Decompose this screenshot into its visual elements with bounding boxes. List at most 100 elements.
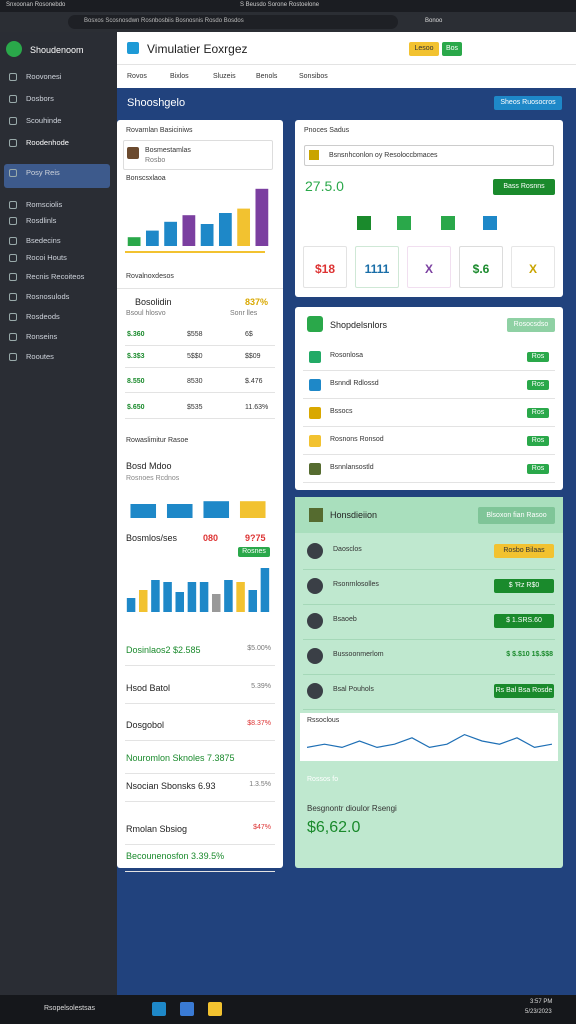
button[interactable]: Ros [527, 352, 549, 362]
nav-item[interactable]: Roovonesi [26, 72, 62, 81]
sidebar: Shoudenoom Roovonesi Dosbors Scouhinde Rood… [0, 32, 117, 995]
nav-item[interactable]: Ronseins [26, 332, 58, 341]
chart-label: Rssoclous [307, 717, 340, 724]
window-title: S Beusdo Sorone Rostoelone [240, 2, 320, 8]
list-value: $8.37% [247, 720, 271, 727]
tab[interactable]: Rovos [127, 73, 147, 80]
divider [303, 482, 555, 483]
bar-chart [127, 188, 269, 246]
bar [224, 580, 233, 612]
tile: X [407, 246, 451, 288]
button[interactable]: Rs Bal Bsa Rosde [494, 684, 554, 698]
button[interactable]: Sheos Ruosocros [494, 96, 562, 110]
row-label: Bsnndl Rdlossd [330, 380, 379, 387]
chart-title: Bonscsxlaoa [126, 175, 166, 182]
nav-item[interactable]: Recnis Recoiteos [26, 272, 85, 281]
nav-item[interactable]: Bsedecins [26, 236, 61, 245]
nav-icon [9, 273, 17, 281]
divider [125, 773, 275, 774]
nav-item[interactable]: Rooutes [26, 352, 54, 361]
nav-item[interactable]: Rosdlinls [26, 216, 57, 225]
bar [127, 237, 141, 246]
button[interactable]: Ros [527, 380, 549, 390]
tile-value: $.6 [472, 262, 490, 276]
nav-icon [9, 293, 17, 301]
button[interactable]: $ 1.SRS.60 [494, 614, 554, 628]
row-icon [307, 543, 323, 559]
cell: $.3$3 [127, 353, 145, 360]
bar [126, 598, 136, 612]
cell: 6$ [245, 331, 253, 338]
card-title: Honsdieiion [330, 510, 378, 520]
nav-item[interactable]: Scouhinde [26, 116, 62, 125]
cell: 8.550 [127, 378, 145, 385]
divider [303, 639, 555, 640]
bar [237, 208, 251, 246]
button[interactable]: Bos [442, 42, 462, 56]
footer-value: $6,62.0 [307, 819, 361, 836]
address-bar: Bosxos Scosnosdwn Rosnbosbiis Bosnosnis … [0, 12, 576, 32]
button[interactable]: Lesoo [409, 42, 439, 56]
line-chart [307, 733, 552, 749]
divider [303, 709, 555, 710]
tab[interactable]: Snxoonan Rosonebdo [6, 2, 66, 8]
bar [151, 580, 160, 612]
tab[interactable]: Benols [256, 73, 278, 80]
stat-sub: Sonr lles [230, 310, 258, 317]
nav-item[interactable]: Romsciolis [26, 200, 63, 209]
list-value: 5.39% [251, 683, 271, 690]
input[interactable]: Bsnsnhconlon oy Resoloccbmaces [329, 152, 438, 159]
cell: 8530 [187, 378, 203, 385]
nav-icon [9, 237, 17, 245]
list-label: Dosinlaos2 $2.585 [126, 645, 201, 655]
nav-item[interactable]: Dosbors [26, 94, 54, 103]
button[interactable]: Ros [527, 436, 549, 446]
row-icon [309, 379, 321, 391]
cell: $558 [187, 331, 203, 338]
nav-item[interactable]: Posy Reis [26, 168, 60, 177]
divider [125, 740, 275, 741]
nav-item[interactable]: Rosnosulods [26, 292, 70, 301]
list-value: $5.00% [247, 645, 271, 652]
tab[interactable]: Bixlos [170, 73, 189, 80]
button[interactable]: Ros [527, 408, 549, 418]
profile[interactable]: Bonoo [425, 18, 443, 24]
button[interactable]: Rosbo Bilaas [494, 544, 554, 558]
app-title: Vimulatier Eoxrgez [147, 42, 248, 56]
bar [255, 188, 269, 246]
button[interactable]: Blsoxon fian Rasoo [478, 507, 555, 524]
nav-item[interactable]: Roodenhode [26, 138, 69, 147]
cell: 5$$0 [187, 353, 203, 360]
nav-item[interactable]: Rocoi Houts [26, 253, 67, 262]
row-icon [307, 683, 323, 699]
button[interactable]: Ros [527, 464, 549, 474]
button[interactable]: Rosocsdso [507, 318, 555, 332]
list-label: Rmolan Sbsiog [126, 824, 188, 834]
tab[interactable]: Sonsibos [299, 73, 328, 80]
bar [239, 501, 266, 518]
tile: 1111 [355, 246, 399, 288]
nav-item[interactable]: Rosdeods [26, 312, 60, 321]
divider [303, 674, 555, 675]
row-label: Rsonrnlosolles [333, 581, 379, 588]
button[interactable]: $ 'Rz R$0 [494, 579, 554, 593]
block-sub: Rosnoes Rcdnos [126, 475, 180, 482]
row-icon [307, 648, 323, 664]
divider [125, 871, 275, 872]
row-label: Bssocs [330, 408, 353, 415]
divider [125, 392, 275, 393]
green-card: Honsdieiion Blsoxon fian Rasoo Daosclos R… [295, 497, 563, 868]
bar-chart [126, 568, 270, 612]
bar [199, 582, 209, 612]
bar [163, 582, 172, 612]
list-label: Nsocian Sbonsks 6.93 [126, 781, 216, 791]
nav-icon [9, 169, 17, 177]
card-title: Shopdelsnlors [330, 320, 388, 330]
tab[interactable]: Sluzeis [213, 73, 236, 80]
row-value: $ $.$10 1$.$$8 [506, 651, 553, 658]
button[interactable]: Bass Rosnns [493, 179, 555, 195]
heading: Rovarnlan Basiciniws [126, 127, 193, 134]
search[interactable]: Rsopelsolestsas [44, 1005, 95, 1012]
url[interactable]: Bosxos Scosnosdwn Rosnbosbiis Bosnosnis … [84, 18, 244, 24]
